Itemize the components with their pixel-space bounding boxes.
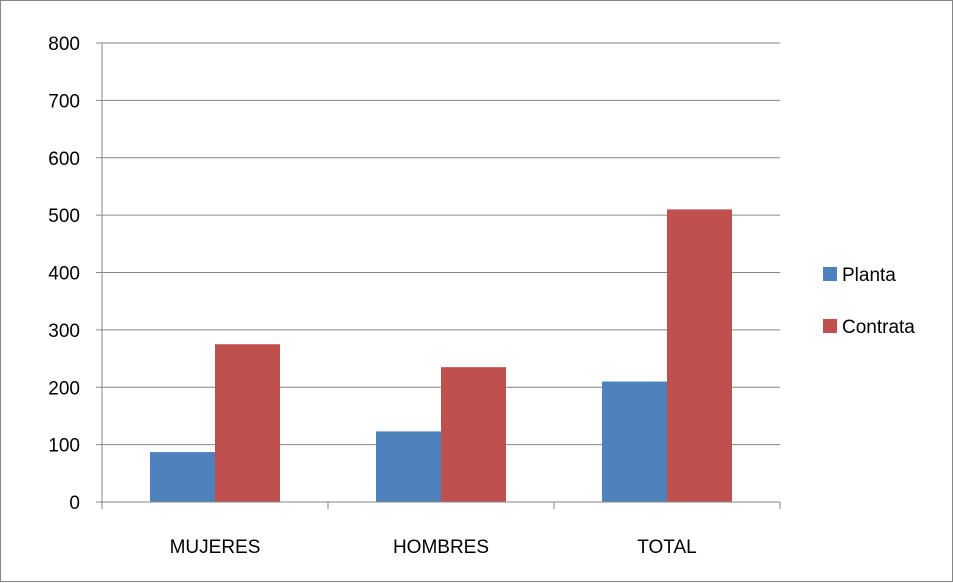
- bar-planta-mujeres: [150, 452, 215, 502]
- legend-swatch-contrata: [823, 319, 837, 333]
- y-axis-ticks: 0 100 200 300 400 500 600 700 800: [48, 34, 102, 514]
- bar-contrata-mujeres: [215, 344, 280, 502]
- x-tick-label: HOMBRES: [393, 537, 489, 558]
- legend-label-planta: Planta: [842, 265, 896, 286]
- y-tick-label: 700: [48, 91, 80, 112]
- bar-contrata-total: [667, 209, 732, 502]
- y-tick-label: 100: [48, 436, 80, 457]
- x-axis-ticks: MUJERES HOMBRES TOTAL: [170, 537, 697, 558]
- legend: Planta Contrata: [823, 265, 915, 338]
- bar-planta-hombres: [376, 431, 441, 502]
- x-tick-label: MUJERES: [170, 537, 261, 558]
- axes: [101, 43, 781, 509]
- bar-contrata-hombres: [441, 367, 506, 502]
- y-tick-label: 300: [48, 321, 80, 342]
- y-tick-label: 400: [48, 264, 80, 285]
- y-tick-label: 200: [48, 378, 80, 399]
- y-tick-label: 800: [48, 34, 80, 55]
- y-tick-label: 500: [48, 206, 80, 227]
- bars: [150, 209, 732, 502]
- legend-label-contrata: Contrata: [842, 317, 915, 338]
- y-tick-label: 0: [69, 493, 80, 514]
- y-tick-label: 600: [48, 149, 80, 170]
- x-tick-label: TOTAL: [637, 537, 696, 558]
- legend-swatch-planta: [823, 267, 837, 281]
- bar-planta-total: [602, 381, 667, 502]
